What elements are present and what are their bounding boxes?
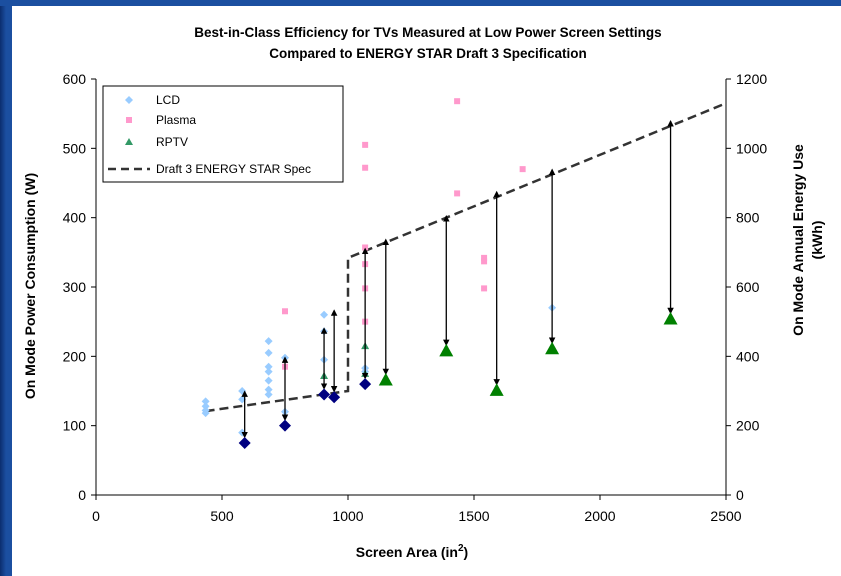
y-tick-label: 0 <box>78 487 86 503</box>
lcd-point <box>264 376 273 385</box>
lcd-point <box>201 409 210 418</box>
y2-tick-label: 1200 <box>736 71 767 87</box>
best-lcd-point <box>328 391 341 404</box>
best-rptv-point <box>663 311 678 325</box>
plot-area: 0 500 1000 1500 2000 2500 0 100 200 300 400 500 600 0… <box>63 71 768 524</box>
lcd-point <box>320 310 329 319</box>
y2-tick-label: 0 <box>736 487 744 503</box>
best-lcd-point <box>238 437 251 449</box>
plasma-point <box>481 285 488 292</box>
lcd-point <box>264 390 273 399</box>
best-rptv-point <box>489 383 504 396</box>
best-lcd-point <box>359 378 372 391</box>
y-tick-label: 300 <box>63 279 87 295</box>
y2-axis-title-line-1: On Mode Annual Energy Use <box>790 144 806 336</box>
x-tick-label: 2500 <box>710 508 741 524</box>
y2-tick-label: 400 <box>736 348 760 364</box>
y2-tick-label: 600 <box>736 279 760 295</box>
legend-plasma-label: Plasma <box>156 113 196 127</box>
legend-plasma-marker <box>126 117 132 123</box>
plasma-point <box>519 166 526 173</box>
legend-rptv-label: RPTV <box>156 135 188 149</box>
best-lcd-point <box>318 388 331 401</box>
x-tick-label: 0 <box>92 508 100 524</box>
y-tick-label: 400 <box>63 210 87 226</box>
plasma-point <box>362 141 369 148</box>
y2-tick-label: 1000 <box>736 140 767 156</box>
lcd-point <box>201 397 210 406</box>
y-tick-label: 100 <box>63 418 87 434</box>
chart-title-line-1: Best-in-Class Efficiency for TVs Measure… <box>194 25 661 40</box>
lcd-point <box>201 402 210 411</box>
plasma-point <box>282 308 288 315</box>
y2-tick-label: 200 <box>736 418 760 434</box>
best-rptv-point <box>439 343 454 357</box>
x-axis-title: Screen Area (in2) <box>356 543 468 560</box>
y-axis-title: On Mode Power Consumption (W) <box>22 173 38 399</box>
legend: LCD Plasma RPTV Draft 3 ENERGY STAR Spec <box>102 85 344 183</box>
y-tick-label: 500 <box>63 140 87 156</box>
plasma-point <box>362 164 369 171</box>
best-lcd-point <box>279 419 291 432</box>
chart-title-line-2: Compared to ENERGY STAR Draft 3 Specific… <box>269 46 587 61</box>
legend-rptv-marker <box>125 138 133 145</box>
y2-tick-label: 800 <box>736 210 760 226</box>
lcd-point <box>264 337 273 346</box>
legend-spec-label: Draft 3 ENERGY STAR Spec <box>156 162 311 176</box>
lcd-point <box>264 362 273 371</box>
lcd-point <box>264 385 273 394</box>
plasma-point <box>454 190 461 197</box>
x-tick-label: 500 <box>210 508 234 524</box>
spec-line <box>205 102 727 413</box>
y2-axis-title-line-2: (kWh) <box>809 221 825 260</box>
plasma-point <box>454 98 461 105</box>
legend-box <box>102 85 344 183</box>
plasma-point <box>481 254 488 261</box>
best-rptv-point <box>545 341 560 355</box>
plasma-point <box>481 258 488 265</box>
plasma-point <box>362 244 369 251</box>
best-rptv-point <box>378 372 393 386</box>
legend-lcd-marker <box>125 96 133 104</box>
x-tick-label: 2000 <box>584 508 615 524</box>
y-tick-label: 600 <box>63 71 87 87</box>
slide-top-bar <box>0 0 841 6</box>
x-tick-label: 1000 <box>332 508 363 524</box>
lcd-point <box>264 348 273 357</box>
y-tick-label: 200 <box>63 348 87 364</box>
legend-lcd-label: LCD <box>156 93 180 107</box>
x-tick-label: 1500 <box>458 508 489 524</box>
lcd-point <box>264 367 273 376</box>
